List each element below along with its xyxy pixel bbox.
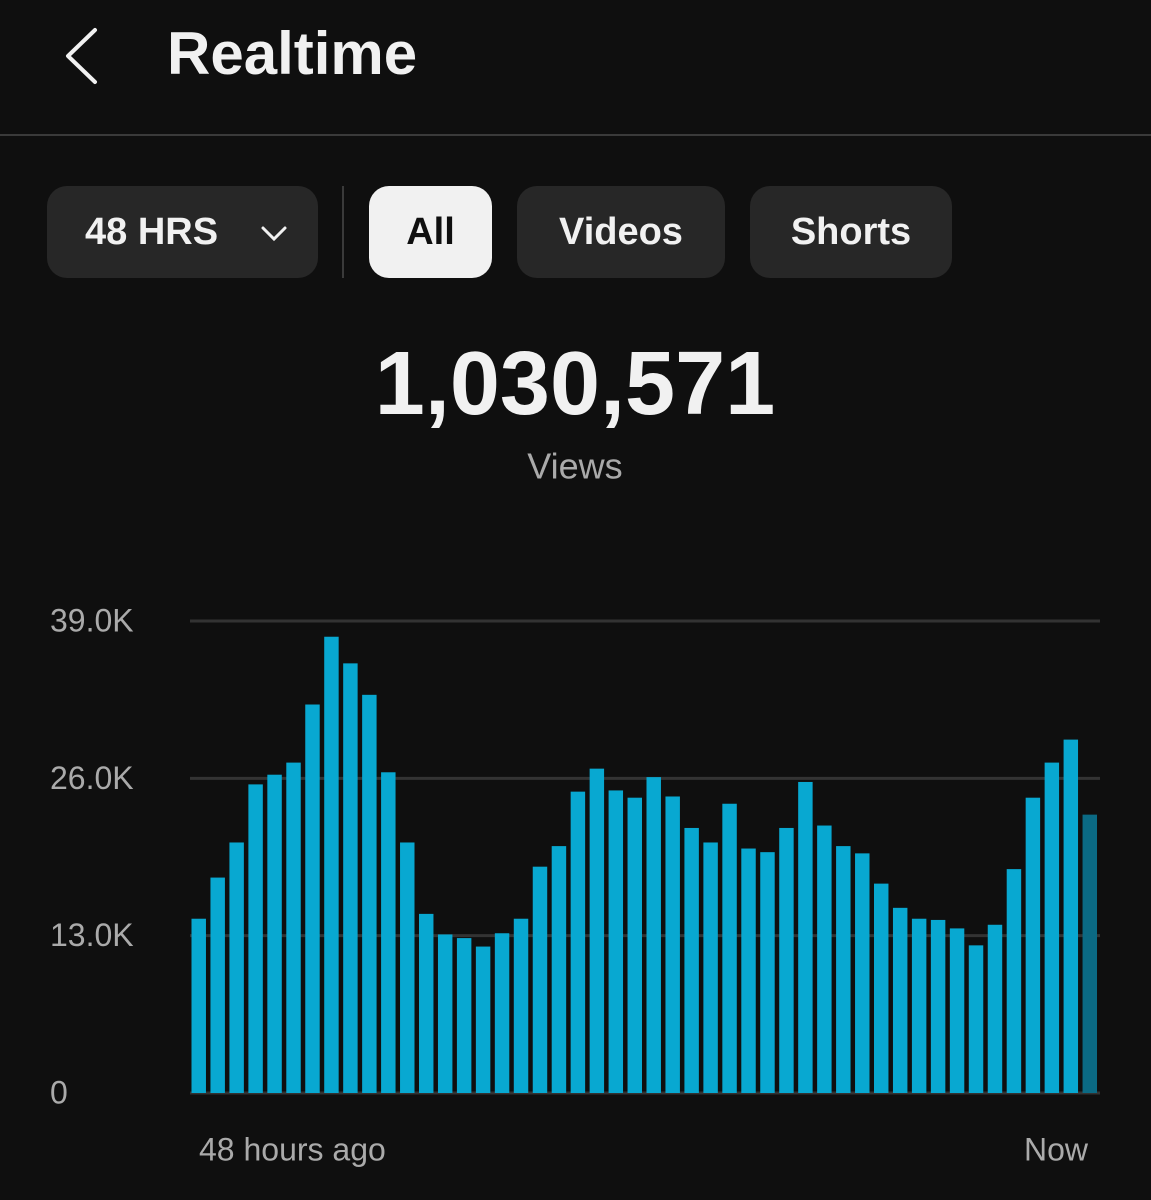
bar <box>210 877 225 1093</box>
bar <box>267 774 282 1093</box>
bar <box>513 918 529 1093</box>
bar <box>437 934 453 1093</box>
chip-label[interactable]: 48 HRS <box>85 211 218 253</box>
chip-background[interactable] <box>750 186 952 278</box>
bar <box>1025 797 1041 1093</box>
bar <box>949 928 965 1093</box>
bar <box>532 866 548 1093</box>
bar <box>930 919 946 1093</box>
filter-chip[interactable]: 48 HRS <box>47 186 318 278</box>
back-hit-area[interactable] <box>50 20 110 95</box>
bar <box>570 791 586 1093</box>
bar <box>1044 762 1060 1093</box>
bar <box>456 938 472 1093</box>
bar <box>760 852 775 1093</box>
bar <box>911 918 927 1093</box>
bar <box>1082 814 1097 1093</box>
back-button[interactable] <box>50 20 110 95</box>
bar <box>324 636 339 1093</box>
back-icon <box>66 28 97 84</box>
bar <box>987 924 1003 1093</box>
filter-chip[interactable]: Shorts <box>750 186 952 278</box>
bar <box>1063 739 1079 1093</box>
bar <box>646 777 661 1093</box>
bar <box>741 848 756 1093</box>
y-tick-label: 26.0K <box>50 760 134 796</box>
bar <box>248 784 263 1093</box>
bar <box>608 790 624 1093</box>
bar <box>874 883 889 1093</box>
bar <box>665 796 680 1093</box>
chip-background[interactable] <box>47 186 318 278</box>
bar <box>892 907 908 1093</box>
y-tick-label: 39.0K <box>50 602 134 638</box>
chip-label[interactable]: All <box>406 211 455 253</box>
y-tick-label: 0 <box>50 1074 68 1110</box>
bar <box>798 781 813 1093</box>
bar <box>362 694 377 1093</box>
bar <box>627 797 642 1093</box>
bar <box>589 768 605 1093</box>
chip-background[interactable] <box>369 186 492 278</box>
bar <box>191 918 206 1093</box>
bar <box>419 913 434 1093</box>
bar <box>1006 869 1022 1093</box>
filter-chip[interactable]: All <box>369 186 492 278</box>
bar <box>229 842 244 1093</box>
chip-background[interactable] <box>517 186 725 278</box>
chip-label[interactable]: Shorts <box>791 211 911 253</box>
total-label: Views <box>527 446 622 487</box>
bar <box>475 946 491 1093</box>
bar <box>551 846 567 1093</box>
bar <box>855 853 870 1093</box>
bar <box>836 846 851 1093</box>
bar <box>703 842 718 1093</box>
x-axis-end-label: Now <box>1024 1131 1089 1167</box>
bar <box>684 827 699 1093</box>
dropdown-icon[interactable] <box>261 226 287 242</box>
bar <box>968 945 984 1093</box>
bar <box>779 827 794 1093</box>
page-title: Realtime <box>167 20 417 87</box>
bar <box>286 762 301 1093</box>
y-tick-label: 13.0K <box>50 917 134 953</box>
bar <box>305 704 320 1093</box>
bar <box>343 663 358 1093</box>
bar <box>722 803 737 1093</box>
total-views: 1,030,571 <box>375 334 775 434</box>
bar <box>494 933 510 1093</box>
bar <box>817 825 832 1093</box>
bar <box>381 772 396 1093</box>
chip-label[interactable]: Videos <box>559 211 683 253</box>
bar <box>400 842 415 1093</box>
filter-chip[interactable]: Videos <box>517 186 725 278</box>
x-axis-start-label: 48 hours ago <box>199 1131 386 1167</box>
